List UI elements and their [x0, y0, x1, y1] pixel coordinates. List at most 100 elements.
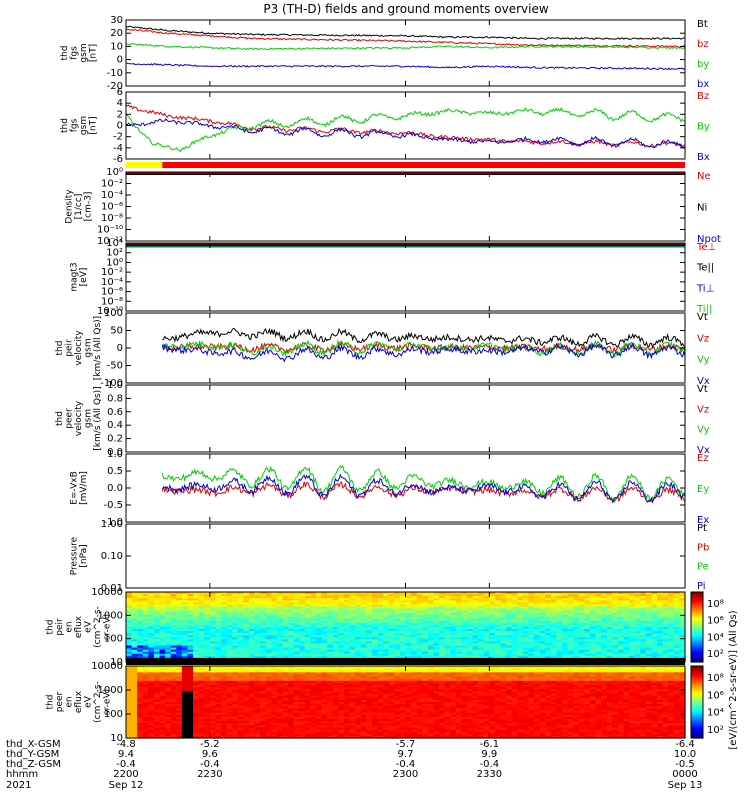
spec-cell — [276, 710, 284, 714]
spec-cell — [589, 647, 597, 651]
spec-cell — [483, 631, 490, 634]
spec-cell — [506, 596, 513, 599]
spec-cell — [349, 629, 356, 632]
spec-cell — [248, 610, 256, 614]
spec-cell — [377, 706, 384, 709]
spec-cell — [142, 592, 149, 595]
spec-cell — [293, 643, 300, 647]
spec-cell — [209, 723, 217, 726]
spec-cell — [623, 624, 630, 628]
spec-cell — [366, 680, 373, 684]
spec-cell — [349, 655, 356, 659]
spec-cell — [489, 633, 496, 636]
spec-cell — [148, 624, 155, 628]
spec-cell — [176, 627, 183, 630]
spec-cell — [366, 710, 373, 714]
spec-cell — [522, 653, 530, 657]
spec-cell — [394, 620, 401, 624]
spec-cell — [584, 635, 591, 638]
spec-cell — [578, 594, 585, 597]
spec-cell — [310, 643, 317, 647]
spec-cell — [226, 643, 233, 647]
spec-cell — [679, 596, 686, 599]
spec-cell — [338, 695, 345, 699]
spec-cell — [153, 678, 161, 682]
spec-cell — [556, 631, 563, 634]
spec-cell — [450, 657, 457, 661]
spec-cell — [383, 592, 390, 595]
spec-cell — [539, 635, 546, 638]
spec-cell — [567, 659, 574, 663]
spec-cell — [606, 645, 613, 649]
spec-cell — [629, 659, 636, 663]
spec-cell — [539, 649, 546, 653]
spec-cell — [377, 606, 384, 610]
spec-cell — [131, 674, 138, 678]
spec-cell — [617, 633, 625, 636]
spec-cell — [265, 631, 272, 634]
spec-cell — [142, 682, 149, 686]
spec-cell — [366, 727, 373, 731]
spec-cell — [567, 637, 574, 640]
spec-cell — [321, 659, 328, 663]
spec-cell — [187, 666, 194, 669]
spec-cell — [153, 704, 161, 707]
spec-cell — [494, 651, 502, 655]
spec-cell — [545, 608, 552, 612]
spec-cell — [209, 670, 217, 673]
spec-cell — [237, 614, 244, 618]
spec-cell — [204, 627, 211, 630]
spec-cell — [254, 680, 261, 684]
spec-cell — [534, 659, 541, 663]
spec-cell — [321, 596, 328, 599]
spec-cell — [248, 733, 256, 737]
spec-cell — [126, 612, 133, 616]
spec-cell — [394, 637, 401, 640]
spec-cell — [522, 629, 530, 632]
spec-cell — [271, 610, 278, 614]
spec-cell — [478, 653, 485, 657]
spec-cell — [260, 618, 267, 622]
spec-cell — [159, 712, 166, 716]
spec-cell — [411, 598, 418, 601]
spec-cell — [522, 592, 530, 595]
spec-cell — [221, 687, 228, 690]
spec-cell — [338, 697, 345, 701]
spec-cell — [226, 645, 233, 649]
spec-cell — [595, 606, 602, 610]
spec-cell — [254, 689, 261, 693]
spec-cell — [137, 714, 144, 718]
spec-cell — [299, 687, 306, 690]
spec-cell — [170, 647, 177, 651]
spec-cell — [517, 592, 524, 595]
spec-cell — [271, 600, 278, 603]
spec-cell — [304, 631, 312, 634]
spec-cell — [254, 618, 261, 622]
spec-cell — [142, 712, 149, 716]
spec-cell — [466, 616, 474, 620]
spec-cell — [338, 622, 345, 626]
spec-cell — [466, 651, 474, 655]
spec-cell — [673, 637, 681, 640]
spec-cell — [310, 691, 317, 695]
spec-cell — [567, 622, 574, 626]
spec-cell — [578, 606, 585, 610]
spec-cell — [159, 693, 166, 697]
spec-cell — [226, 608, 233, 612]
spec-cell — [148, 614, 155, 618]
spec-cell — [601, 604, 608, 608]
spec-cell — [209, 674, 217, 678]
spec-cell — [550, 659, 558, 663]
spec-cell — [673, 633, 681, 636]
spec-cell — [338, 596, 345, 599]
spec-cell — [288, 702, 295, 705]
spec-cell — [377, 733, 384, 737]
spec-cell — [478, 629, 485, 632]
spec-cell — [439, 635, 446, 638]
spec-cell — [176, 649, 183, 653]
spec-cell — [165, 697, 172, 701]
spec-cell — [668, 643, 675, 647]
spec-cell — [176, 641, 183, 645]
spec-cell — [142, 666, 149, 669]
spec-cell — [534, 608, 541, 612]
